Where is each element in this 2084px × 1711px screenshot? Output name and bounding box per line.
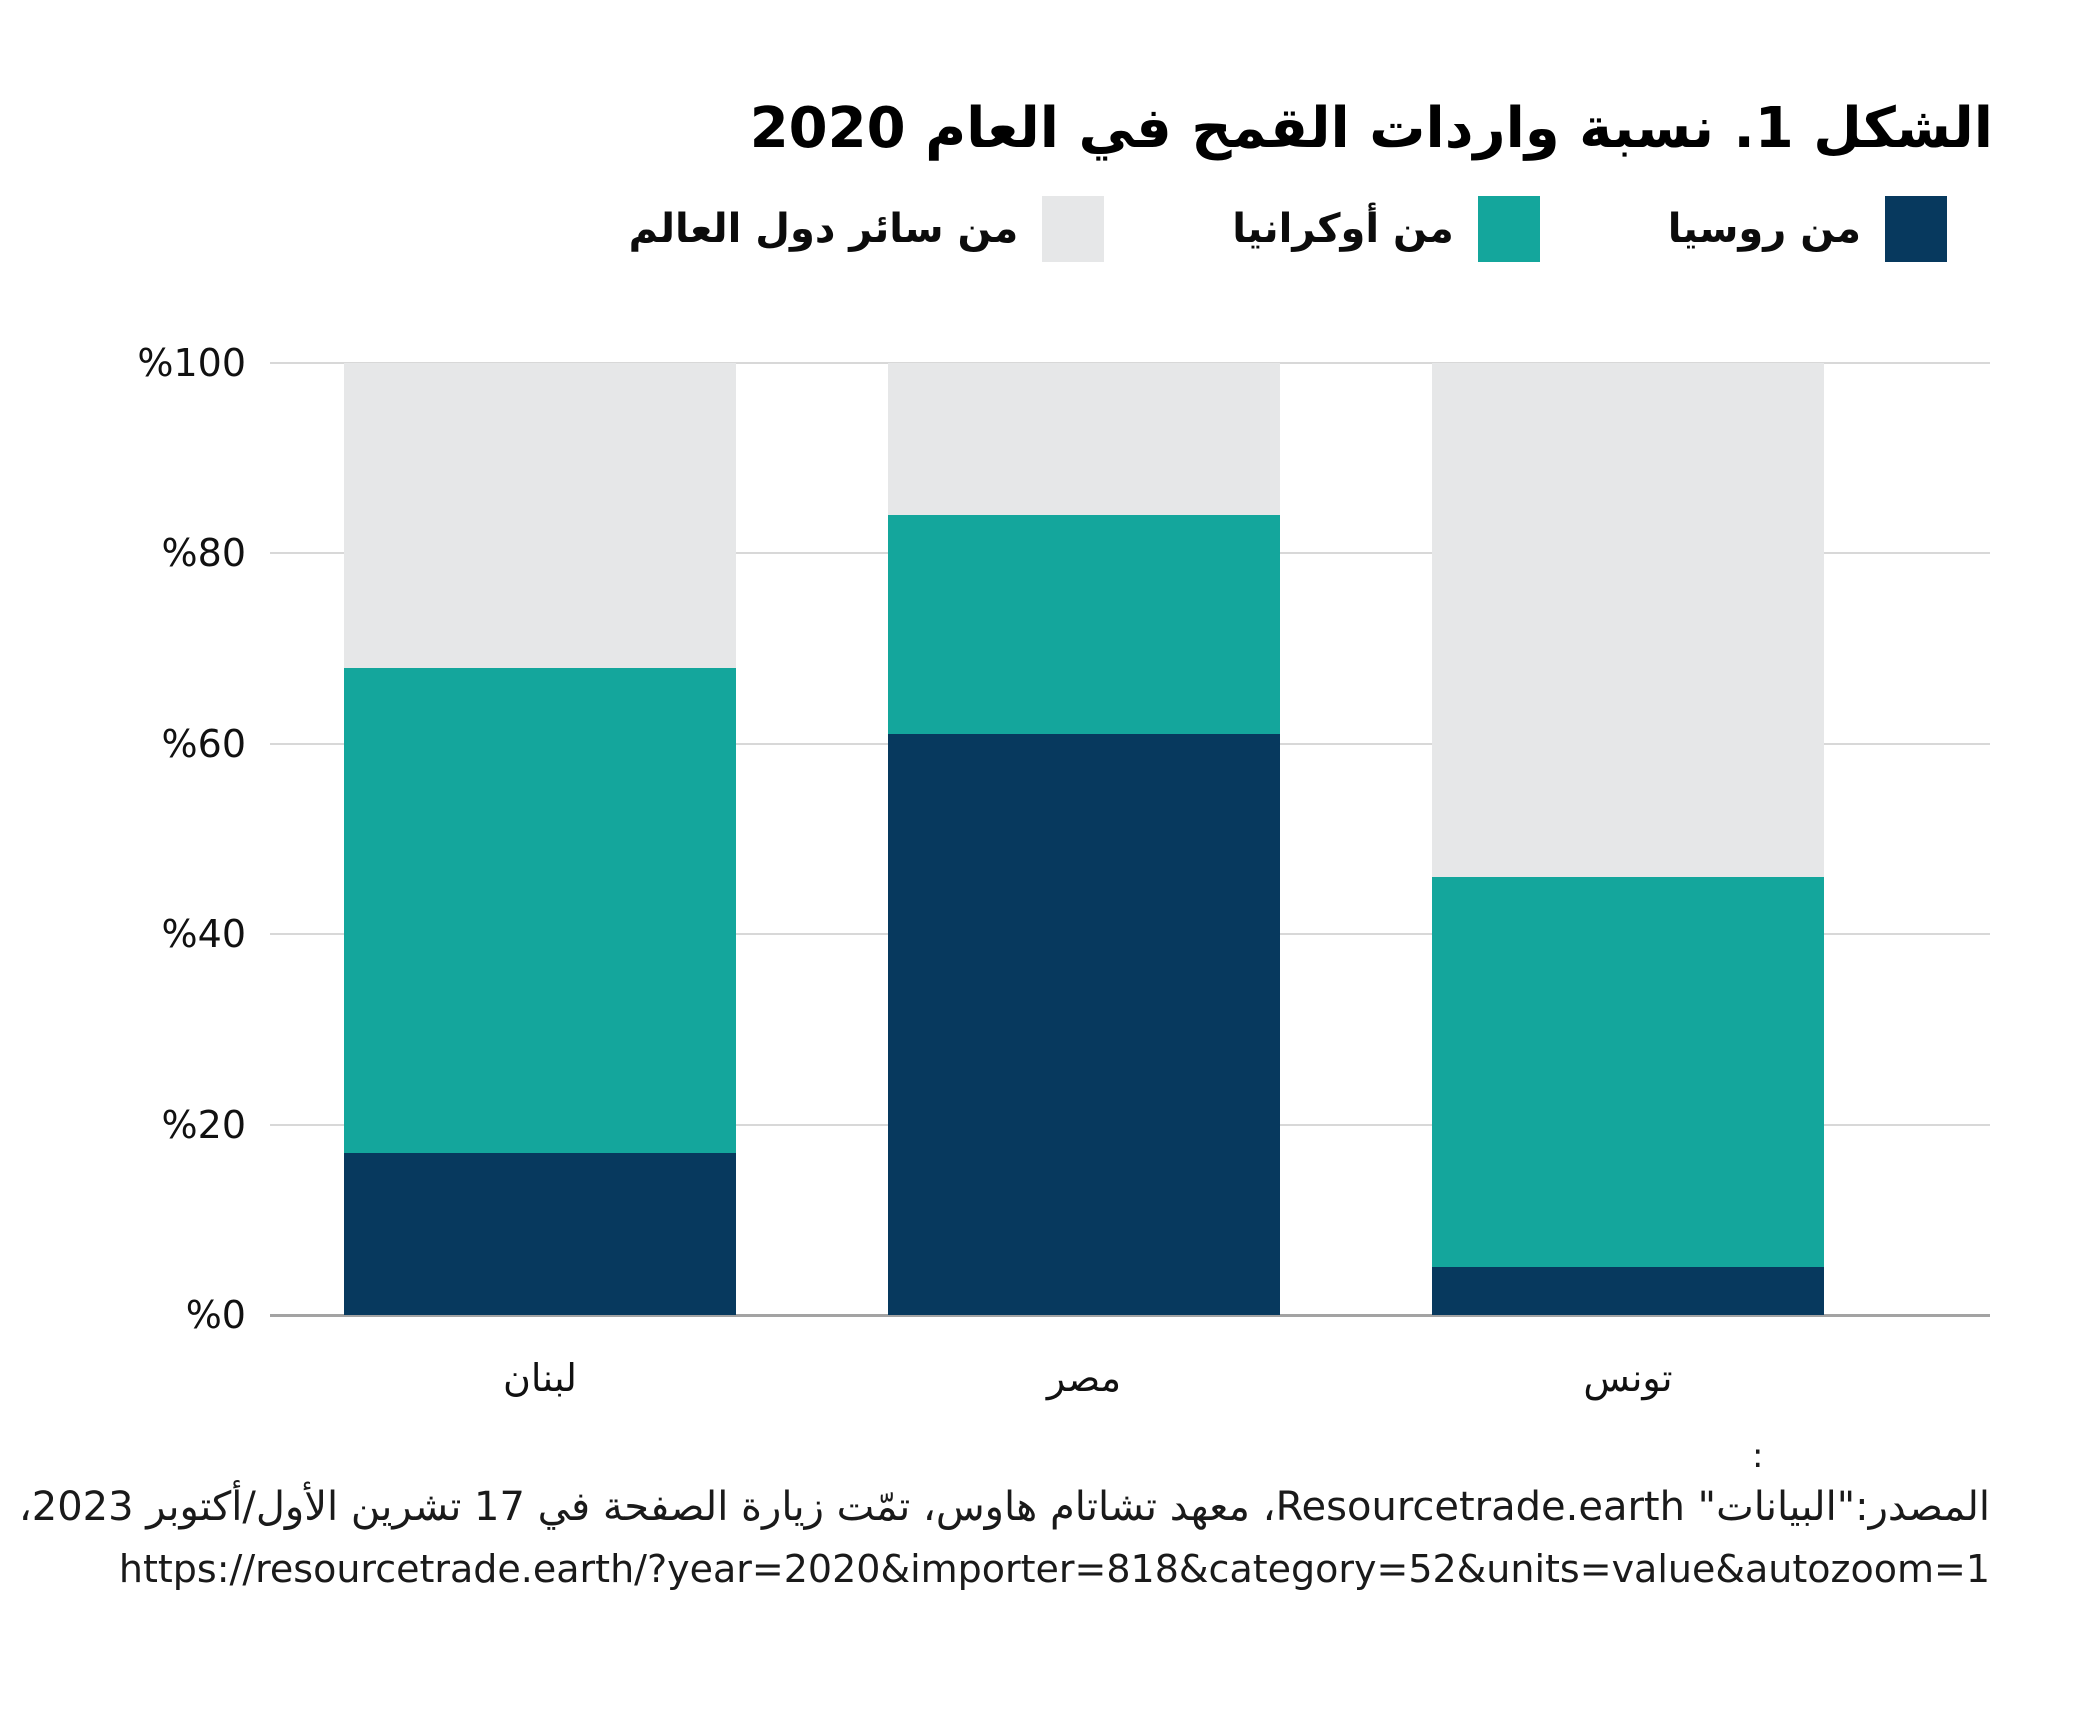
plot-area: %0 %20 %40 %60 %80 %100 xyxy=(137,341,1990,1337)
chart-title: الشكل 1. نسبة واردات القمح في العام 2020 xyxy=(749,95,1994,161)
source-text: المصدر:"البيانات" Resourcetrade.earth، م… xyxy=(18,1484,1990,1530)
bar-segment-russia xyxy=(1432,1267,1824,1315)
x-axis-label-egypt: مصر xyxy=(1046,1356,1122,1400)
legend-label-world: من سائر دول العالم xyxy=(628,206,1019,252)
legend-swatch-ukraine xyxy=(1477,196,1540,262)
y-tick-label-40: %40 xyxy=(161,912,246,957)
y-tick-label-0: %0 xyxy=(185,1293,246,1337)
legend-item-ukraine: من أوكرانيا xyxy=(1232,196,1540,262)
y-tick-label-100: %100 xyxy=(137,341,246,385)
stacked-bar-2 xyxy=(888,363,1280,1315)
legend-label-russia: من روسيا xyxy=(1667,206,1861,252)
legend-swatch-russia xyxy=(1885,196,1947,262)
legend-item-world: من سائر دول العالم xyxy=(629,196,1105,262)
bar-segment-ukraine xyxy=(888,515,1280,735)
stacked-bar-1 xyxy=(344,363,736,1315)
bar-segment-world xyxy=(1432,363,1824,878)
bar-segment-russia xyxy=(344,1153,736,1315)
source-url: https://resourcetrade.earth/?year=2020&i… xyxy=(118,1547,1990,1591)
legend-item-russia: من روسيا xyxy=(1668,196,1947,262)
legend-swatch-world xyxy=(1042,196,1105,262)
x-axis-line xyxy=(270,1314,1990,1317)
stray-colon-mark: : xyxy=(1752,1436,1764,1476)
bar-segment-ukraine xyxy=(1432,877,1824,1268)
bar-segment-world xyxy=(344,363,736,668)
bar-segment-russia xyxy=(888,734,1280,1315)
stacked-bar-3 xyxy=(1432,363,1824,1315)
y-tick-label-60: %60 xyxy=(161,721,246,766)
bar-segment-world xyxy=(888,363,1280,516)
y-tick-label-80: %80 xyxy=(161,531,246,576)
x-axis-label-lebanon: لبنان xyxy=(503,1356,577,1400)
legend-label-ukraine: من أوكرانيا xyxy=(1232,206,1454,252)
x-axis-label-tunisia: تونس xyxy=(1583,1356,1673,1400)
source-block: المصدر:"البيانات" Resourcetrade.earth، م… xyxy=(18,1482,1990,1594)
chart-legend: من روسيا من أوكرانيا من سائر دول العالم xyxy=(629,196,1947,262)
bar-segment-ukraine xyxy=(344,667,736,1154)
y-tick-label-20: %20 xyxy=(161,1102,246,1147)
